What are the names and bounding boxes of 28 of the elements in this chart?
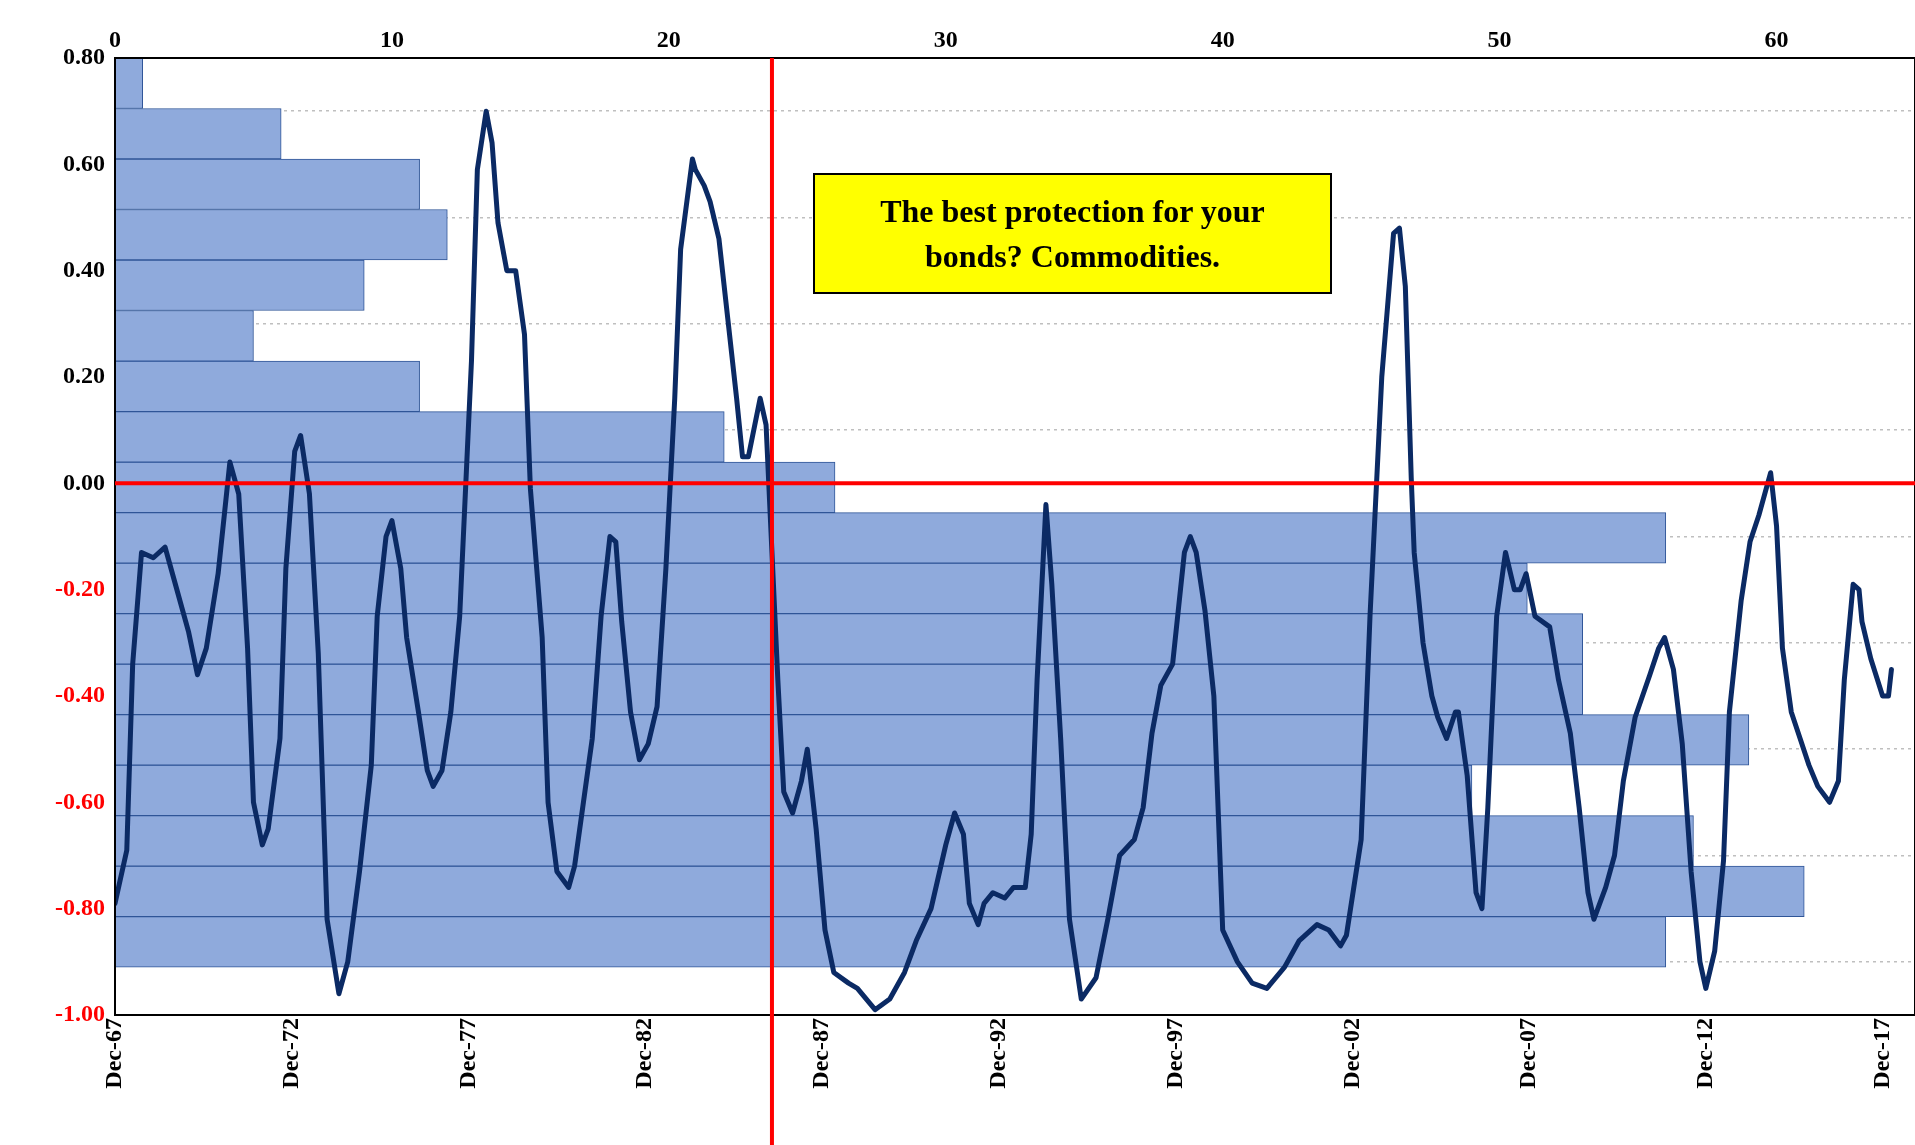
y-tick-label: -1.00 [55, 1000, 105, 1027]
callout-box: The best protection for your bonds? Commodities. [813, 173, 1332, 294]
x-tick-label: 60 [1764, 25, 1789, 52]
x-tick-label: Dec-72 [276, 1018, 303, 1089]
x-tick-label: Dec-02 [1337, 1018, 1364, 1089]
y-tick-label: -0.40 [55, 681, 105, 708]
x-tick-label: Dec-82 [630, 1018, 657, 1089]
x-tick-label: Dec-12 [1691, 1018, 1718, 1089]
y-tick-label: 0.60 [63, 149, 105, 176]
x-tick-label: 20 [656, 25, 681, 52]
x-tick-label: 0 [109, 25, 121, 52]
y-tick-label: -0.80 [55, 893, 105, 920]
y-tick-label: 0.80 [63, 43, 105, 70]
y-tick-label: 0.40 [63, 255, 105, 282]
x-tick-label: Dec-17 [1867, 1018, 1894, 1089]
x-tick-label: Dec-87 [807, 1018, 834, 1089]
y-tick-label: -0.60 [55, 787, 105, 814]
x-tick-label: Dec-97 [1160, 1018, 1187, 1089]
x-tick-label: 40 [1210, 25, 1235, 52]
y-tick-label: 0.00 [63, 468, 105, 495]
x-tick-label: 30 [933, 25, 958, 52]
x-tick-label: Dec-07 [1514, 1018, 1541, 1089]
x-tick-label: 10 [379, 25, 404, 52]
x-tick-label: 50 [1487, 25, 1512, 52]
x-tick-label: Dec-77 [453, 1018, 480, 1089]
x-tick-label: Dec-92 [984, 1018, 1010, 1089]
y-tick-label: -0.20 [55, 574, 105, 601]
y-tick-label: 0.20 [63, 362, 105, 389]
